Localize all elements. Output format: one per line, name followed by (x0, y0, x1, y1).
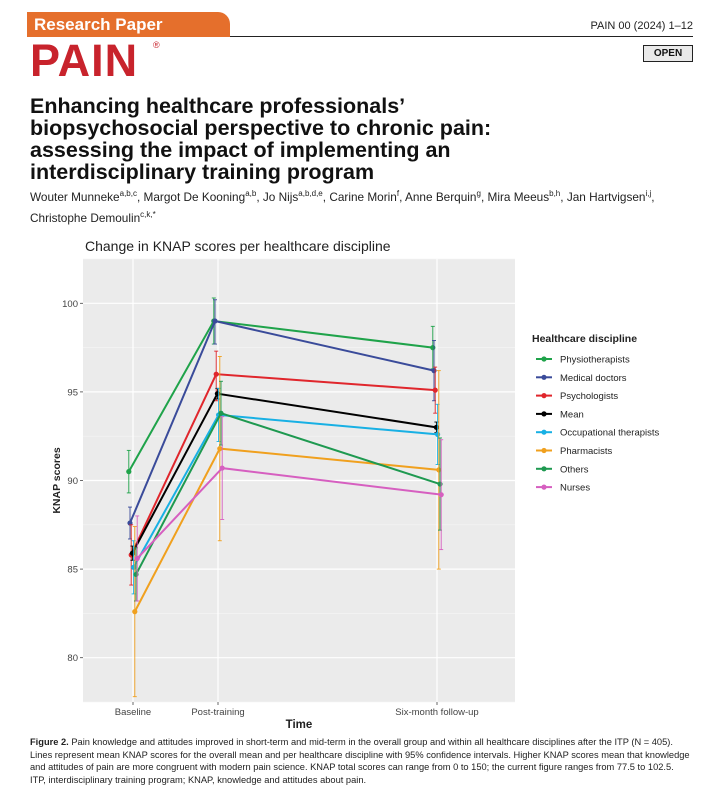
article-type-label: Research Paper (34, 15, 163, 34)
title-line: assessing the impact of implementing an (30, 138, 451, 162)
data-point (436, 467, 442, 473)
legend-entry: Mean (560, 409, 584, 420)
journal-reference: PAIN 00 (2024) 1–12 (590, 20, 693, 32)
x-tick-label: Post-training (191, 707, 244, 718)
data-point (433, 424, 439, 430)
author-name: Carine Morinf (329, 189, 400, 204)
data-point (133, 571, 139, 578)
legend-entry: Others (560, 464, 589, 475)
legend-entry: Pharmacists (560, 446, 613, 457)
x-axis-label: Time (286, 719, 313, 731)
author-name: Mira Meeusb,h (487, 189, 561, 204)
data-point (217, 446, 223, 452)
y-tick-label: 90 (67, 476, 78, 487)
legend-key-point (541, 447, 547, 454)
data-point (218, 410, 224, 416)
y-tick-label: 95 (67, 387, 78, 398)
legend-entry: Medical doctors (560, 373, 627, 384)
header-rule (230, 36, 693, 37)
data-point (127, 520, 133, 526)
caption-label: Figure 2. (30, 737, 69, 747)
author-list: Wouter Munnekea,b,c, Margot De Kooninga,… (30, 189, 655, 225)
data-point (131, 564, 137, 570)
x-tick-label: Baseline (115, 707, 151, 718)
legend-entry: Occupational therapists (560, 428, 660, 439)
x-tick-label: Six-month follow-up (395, 707, 478, 718)
legend-key-point (541, 429, 547, 435)
data-point (437, 481, 443, 487)
journal-logo: PAIN (30, 35, 139, 86)
data-point (129, 550, 135, 556)
legend-title: Healthcare discipline (532, 333, 637, 345)
data-point (132, 609, 138, 615)
data-point (431, 368, 437, 374)
author-name: Wouter Munnekea,b,c (30, 189, 137, 204)
y-tick-label: 85 (67, 565, 78, 576)
legend-entry: Psychologists (560, 391, 618, 402)
author-name: Christophe Demoulinc,k,* (30, 209, 156, 225)
title-line: Enhancing healthcare professionals’ (30, 94, 406, 118)
legend-key-point (541, 374, 547, 380)
open-access-badge: OPEN (643, 45, 693, 62)
caption-text: Pain knowledge and attitudes improved in… (30, 737, 690, 785)
data-point (219, 465, 225, 471)
author-name: Margot De Kooninga,b (143, 189, 257, 204)
data-point (438, 492, 444, 498)
data-point (134, 555, 140, 562)
legend-key-point (541, 484, 547, 490)
data-point (432, 387, 438, 393)
knap-chart: Change in KNAP scores per healthcare dis… (51, 238, 660, 731)
figure-caption: Figure 2. Pain knowledge and attitudes i… (30, 736, 690, 786)
title-line: biopsychosocial perspective to chronic p… (30, 116, 492, 140)
legend-entry: Nurses (560, 483, 590, 494)
author-name: Jan Hartvigseni,j (566, 189, 652, 204)
article-type-badge: Research Paper (27, 12, 230, 37)
legend-key-point (541, 393, 547, 399)
y-tick-label: 100 (62, 299, 78, 310)
legend-key-point (541, 411, 547, 417)
registered-mark: ® (153, 40, 160, 50)
legend-entry: Physiotherapists (560, 355, 630, 366)
legend-key-point (541, 356, 547, 362)
data-point (212, 318, 218, 324)
y-axis-label: KNAP scores (51, 447, 63, 513)
data-point (126, 469, 132, 475)
data-point (435, 431, 441, 438)
article-title: Enhancing healthcare professionals’ biop… (30, 95, 690, 183)
data-point (214, 391, 220, 397)
author-name: Anne Berquing (404, 189, 481, 204)
y-tick-label: 80 (67, 653, 78, 664)
chart-title: Change in KNAP scores per healthcare dis… (85, 238, 391, 254)
data-point (430, 345, 436, 351)
title-line: interdisciplinary training program (30, 160, 375, 184)
legend-key-point (541, 466, 547, 472)
author-name: Jo Nijsa,b,d,e (262, 189, 323, 204)
data-point (213, 371, 219, 377)
